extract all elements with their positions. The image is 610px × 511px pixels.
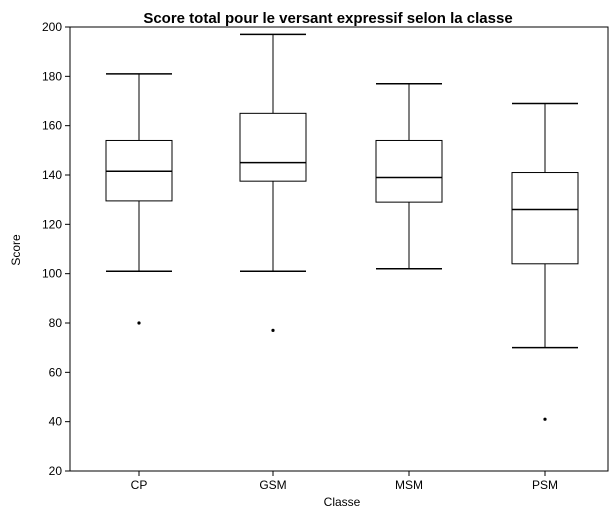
y-tick-label: 200 — [42, 20, 62, 34]
outlier-gsm — [271, 328, 275, 332]
y-tick-label: 60 — [49, 365, 63, 379]
y-tick-label: 100 — [42, 267, 62, 281]
plot-area: 20 40 60 80 100 120 140 160 180 200 CP GSM MSM PSM — [42, 20, 609, 492]
y-tick-label: 80 — [49, 316, 63, 330]
outlier-psm — [543, 417, 547, 421]
x-tick-label-msm: MSM — [395, 478, 423, 492]
y-tick-label: 20 — [49, 464, 63, 478]
box-msm — [375, 139, 443, 203]
y-tick-label: 40 — [49, 415, 63, 429]
y-tick-label: 120 — [42, 217, 62, 231]
x-tick-label-cp: CP — [131, 478, 148, 492]
y-tick-label: 140 — [42, 168, 62, 182]
box-psm — [511, 172, 579, 265]
chart-title: Score total pour le versant expressif se… — [143, 10, 512, 27]
x-tick-label-gsm: GSM — [259, 478, 286, 492]
y-tick-label: 160 — [42, 119, 62, 133]
x-axis-label: Classe — [324, 495, 361, 509]
plot-frame — [69, 26, 609, 472]
x-tick-label-psm: PSM — [532, 478, 558, 492]
y-tick-label: 180 — [42, 69, 62, 83]
box-gsm — [239, 112, 307, 182]
y-axis-label: Score — [9, 234, 23, 266]
outlier-cp — [137, 321, 141, 325]
